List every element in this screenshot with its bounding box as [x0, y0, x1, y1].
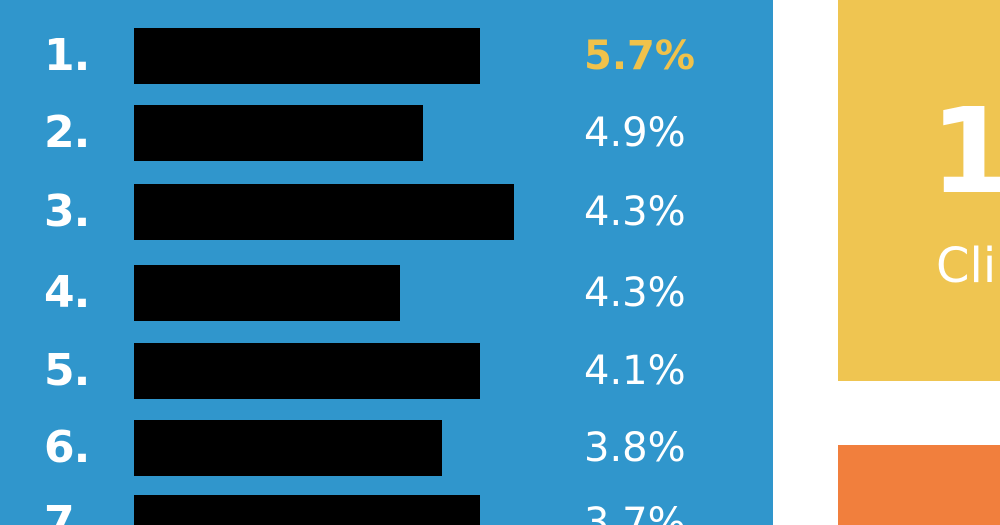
- ranking-row: 2. 4.9%: [0, 105, 773, 161]
- rank-number: 6.: [44, 422, 90, 473]
- ranking-row: 1. 5.7%: [0, 28, 773, 84]
- percentage-value: 3.7%: [584, 500, 686, 525]
- ranking-row: 5. 4.1%: [0, 343, 773, 399]
- stat-card: 12 Cli: [838, 0, 1000, 381]
- rank-number: 4.: [44, 267, 90, 318]
- percentage-value: 4.9%: [584, 110, 686, 156]
- rank-number: 3.: [44, 186, 90, 237]
- percentage-value: 4.3%: [584, 189, 686, 235]
- percentage-value: 4.1%: [584, 348, 686, 394]
- stat-label: Cli: [936, 238, 997, 294]
- rank-number: 5.: [44, 345, 90, 396]
- redacted-name-bar: [134, 265, 400, 321]
- secondary-stat-card: [838, 445, 1000, 525]
- redacted-name-bar: [134, 495, 480, 525]
- ranking-row: 7. 3.7%: [0, 495, 773, 525]
- ranking-row: 4. 4.3%: [0, 265, 773, 321]
- redacted-name-bar: [134, 343, 480, 399]
- redacted-name-bar: [134, 184, 514, 240]
- rank-number: 1.: [44, 30, 90, 81]
- rank-number: 2.: [44, 107, 90, 158]
- ranking-row: 6. 3.8%: [0, 420, 773, 476]
- redacted-name-bar: [134, 28, 480, 84]
- rank-number: 7.: [44, 497, 90, 525]
- ranking-panel: 1. 5.7% 2. 4.9% 3. 4.3% 4. 4.3% 5. 4.1% 6. 3.8% 7. 3.…: [0, 0, 773, 525]
- stat-number: 12: [930, 82, 1000, 220]
- percentage-value: 3.8%: [584, 425, 686, 471]
- percentage-value: 5.7%: [584, 33, 695, 79]
- ranking-row: 3. 4.3%: [0, 184, 773, 240]
- redacted-name-bar: [134, 105, 423, 161]
- percentage-value: 4.3%: [584, 270, 686, 316]
- redacted-name-bar: [134, 420, 442, 476]
